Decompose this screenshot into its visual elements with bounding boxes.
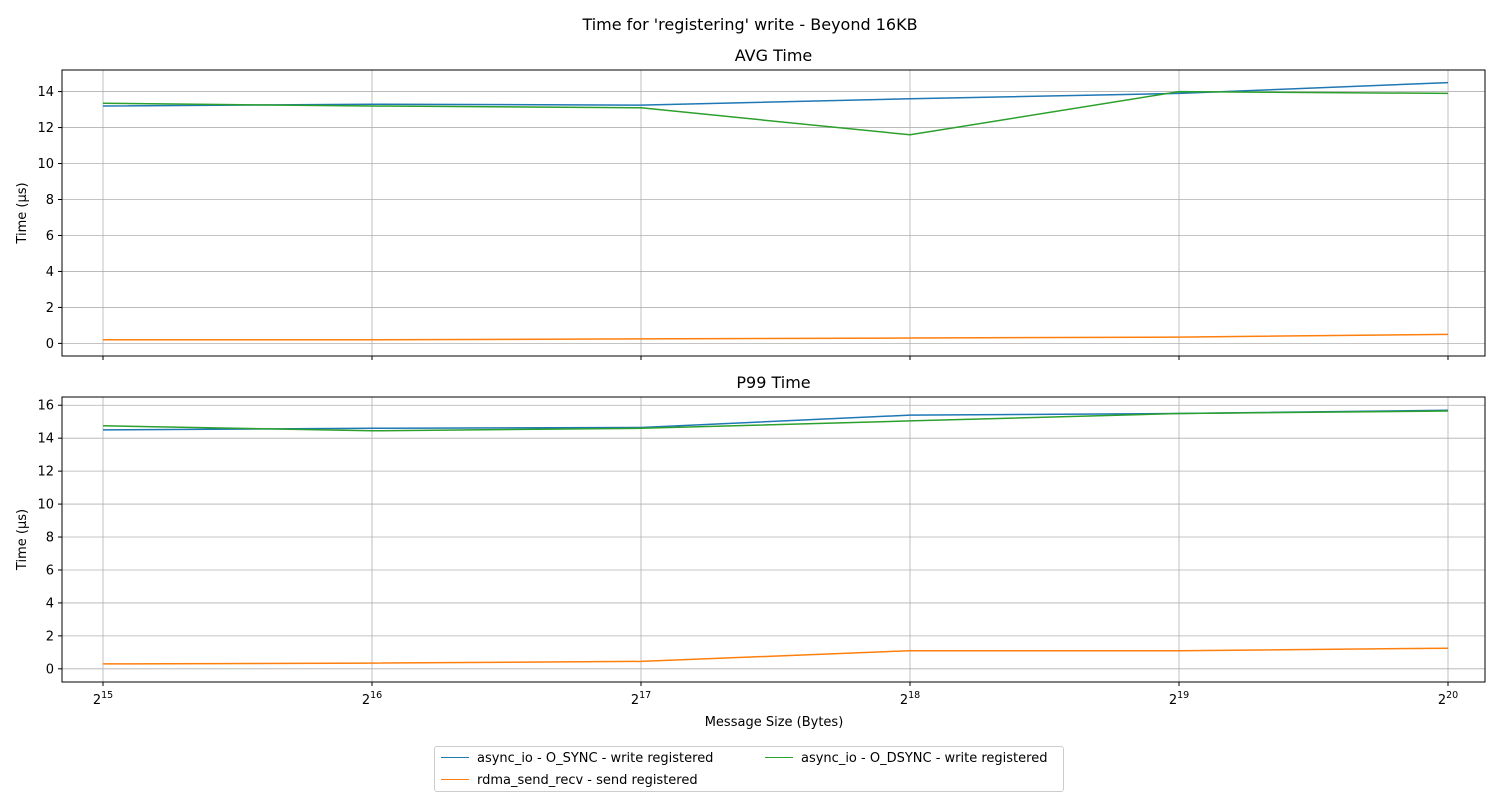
legend-label-o-sync: async_io - O_SYNC - write registered [477,751,714,766]
y-tick-label: 4 [46,596,54,611]
x-tick-label: 216 [362,690,382,708]
y-tick-label: 2 [46,629,54,644]
legend-label-o-dsync: async_io - O_DSYNC - write registered [801,751,1048,766]
y-tick-label: 6 [46,229,54,244]
figure-title: Time for 'registering' write - Beyond 16… [581,15,917,34]
y-axis-label: Time (µs) [15,509,30,571]
x-tick-label: 220 [1438,690,1458,708]
y-tick-label: 10 [37,498,54,513]
subplot-avg: 0 2 4 6 8 10 12 14 AVG Time Time (µs) [15,46,1486,360]
legend-item-o-dsync: async_io - O_DSYNC - write registered [765,751,1047,767]
y-tick-label: 6 [46,563,54,578]
legend: async_io - O_SYNC - write registered asy… [434,746,1064,792]
y-tick-label: 16 [37,399,54,414]
legend-item-o-sync: async_io - O_SYNC - write registered [441,751,713,767]
y-tick-label: 12 [37,465,54,480]
x-tick-label: 217 [631,690,651,708]
series-line [102,90,1449,136]
x-tick-label: 215 [93,690,113,708]
y-tick-label: 10 [37,157,54,172]
legend-swatch-rdma [441,779,469,780]
y-tick-label: 0 [46,337,54,352]
legend-swatch-o-sync [441,757,469,758]
series-line [103,333,1449,341]
y-tick-label: 14 [37,85,54,100]
series-line [102,647,1449,665]
x-tick-label: 218 [900,690,920,708]
y-tick-label: 8 [46,531,54,546]
axes-frame [61,396,1486,683]
subplot-p99: 0 2 4 6 8 10 12 14 16 P99 Time Time (µs) 215 216 217 2… [15,373,1486,708]
axes-frame [61,69,1486,357]
y-tick-label: 0 [46,662,54,677]
x-tick-label: 219 [1169,690,1189,708]
y-tick-label: 12 [37,121,54,136]
y-tick-label: 4 [46,265,54,280]
y-tick-label: 8 [46,193,54,208]
series-line [102,81,1449,107]
y-axis-label: Time (µs) [15,182,30,244]
legend-label-rdma: rdma_send_recv - send registered [477,773,698,788]
y-tick-label: 14 [37,432,54,447]
legend-swatch-o-dsync [765,757,793,758]
legend-item-rdma: rdma_send_recv - send registered [441,773,698,789]
subplot-title: AVG Time [735,46,813,65]
series-line [102,410,1449,432]
subplot-title: P99 Time [736,373,810,392]
x-axis-label: Message Size (Bytes) [705,715,844,730]
y-tick-label: 2 [46,301,54,316]
